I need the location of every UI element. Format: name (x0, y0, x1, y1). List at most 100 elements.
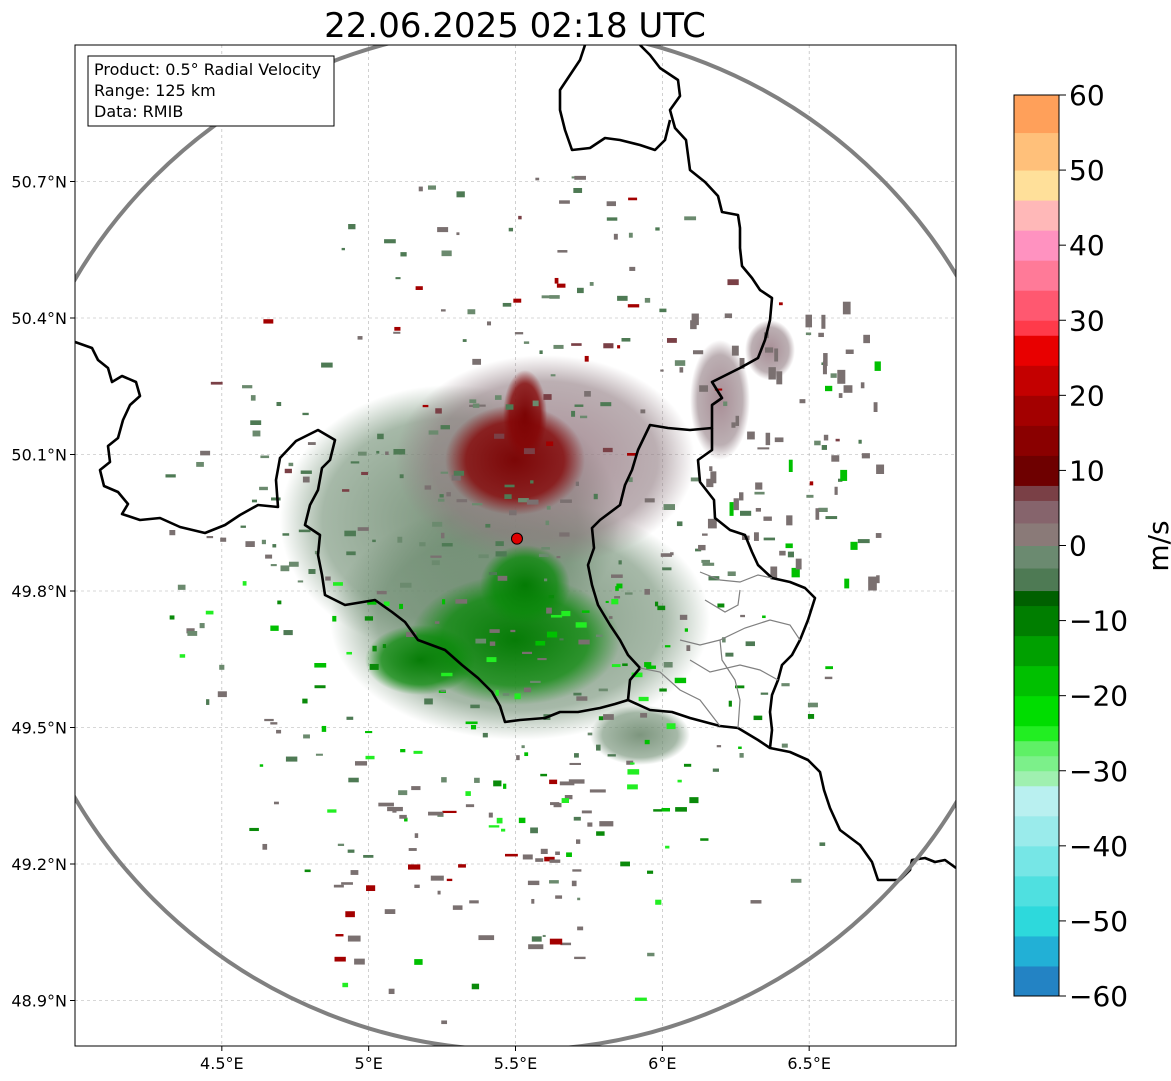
echo-speckle (259, 764, 264, 767)
echo-speckle (659, 688, 667, 692)
echo-speckle (788, 459, 793, 473)
echo-speckle (548, 595, 554, 599)
lon-tick-label-0: 4.5°E (200, 1054, 244, 1073)
echo-speckle (272, 544, 277, 548)
echo-speckle (495, 689, 499, 696)
echo-speckle (440, 532, 445, 539)
echo-speckle (835, 438, 840, 442)
echo-speckle (684, 216, 697, 221)
echo-speckle (523, 341, 530, 344)
echo-speckle (596, 744, 601, 751)
echo-speckle (259, 486, 268, 491)
echo-speckle (446, 492, 451, 497)
echo-speckle (781, 743, 788, 748)
echo-speckle (843, 385, 853, 393)
echo-speckle (574, 956, 586, 960)
echo-speckle (644, 498, 655, 503)
echo-speckle (280, 565, 290, 572)
echo-speckle (799, 399, 806, 404)
echo-speckle (342, 489, 350, 492)
lat-tick-label-3: 49.8°N (11, 582, 67, 601)
echo-speckle (722, 637, 726, 643)
echo-speckle (282, 533, 290, 536)
echo-speckle (217, 691, 227, 698)
echo-speckle (577, 926, 584, 931)
echo-speckle (589, 789, 606, 793)
echo-speckle (707, 518, 717, 529)
echo-speckle (503, 783, 507, 789)
echo-speckle (690, 477, 701, 482)
echo-speckle (617, 295, 628, 301)
echo-speckle (303, 734, 310, 739)
echo-speckle (494, 395, 502, 400)
echo-speckle (805, 332, 812, 336)
echo-speckle (369, 663, 379, 670)
echo-speckle (439, 494, 444, 498)
echo-speckle (647, 870, 654, 874)
echo-speckle (739, 492, 744, 501)
echo-speckle (569, 762, 581, 765)
colorbar-band-8 (1014, 755, 1059, 772)
colorbar-band-19 (1014, 500, 1059, 524)
echo-speckle (549, 859, 561, 863)
echo-speckle (701, 559, 710, 563)
echo-speckle (471, 503, 483, 506)
echo-speckle (662, 567, 672, 571)
echo-speckle (763, 537, 776, 541)
echo-speckle (441, 777, 447, 783)
info-data-source: Data: RMIB (94, 102, 183, 121)
echo-speckle (646, 665, 656, 669)
echo-speckle (644, 588, 650, 595)
colorbar-band-16 (1014, 568, 1059, 592)
echo-speckle (427, 185, 436, 190)
echo-speckle (414, 884, 420, 888)
echo-speckle (504, 484, 515, 488)
echo-speckle (514, 693, 521, 700)
radar-echoes (165, 175, 885, 1025)
echo-speckle (242, 581, 247, 586)
colorbar-tick-label-3: 30 (1069, 304, 1105, 337)
echo-speckle (708, 576, 720, 581)
echo-speckle (523, 448, 535, 455)
echo-speckle (755, 507, 761, 512)
echo-speckle (593, 493, 598, 500)
echo-speckle (776, 371, 783, 385)
echo-speckle (350, 870, 359, 875)
echo-speckle (618, 560, 622, 565)
map-plot-area (74, 44, 957, 1047)
info-box-frame (87, 55, 335, 127)
echo-speckle (781, 683, 790, 687)
echo-speckle (471, 983, 480, 990)
echo-speckle (442, 810, 457, 814)
echo-speckle (603, 714, 614, 720)
echo-speckle (825, 516, 838, 520)
echo-speckle (576, 287, 584, 294)
echo-speckle (302, 698, 308, 704)
echo-speckle (385, 451, 389, 455)
echo-speckle (367, 601, 377, 605)
echo-speckle (840, 469, 848, 481)
echo-speckle (560, 942, 572, 946)
echo-speckle (187, 631, 198, 636)
border-belgium-luxembourg (586, 45, 774, 701)
echo-speckle (470, 704, 480, 709)
colorbar-band-23 (1014, 395, 1059, 426)
echo-speckle (600, 402, 612, 407)
echo-speckle (335, 934, 344, 937)
echo-speckle (740, 614, 746, 618)
echo-speckle (465, 791, 471, 796)
echo-speckle (568, 779, 585, 784)
echo-speckle (559, 532, 570, 537)
echo-speckle (611, 664, 621, 668)
echo-speckle (526, 499, 539, 505)
echo-speckle (453, 470, 465, 476)
echo-speckle (388, 988, 395, 995)
echo-speckle (437, 890, 441, 895)
echo-speckle (763, 516, 772, 521)
echo-speckle (518, 817, 526, 824)
echo-speckle (615, 586, 619, 591)
echo-speckle (383, 601, 390, 607)
echo-speckle (627, 452, 637, 456)
echo-speckle (677, 779, 682, 783)
echo-speckle (739, 753, 744, 758)
